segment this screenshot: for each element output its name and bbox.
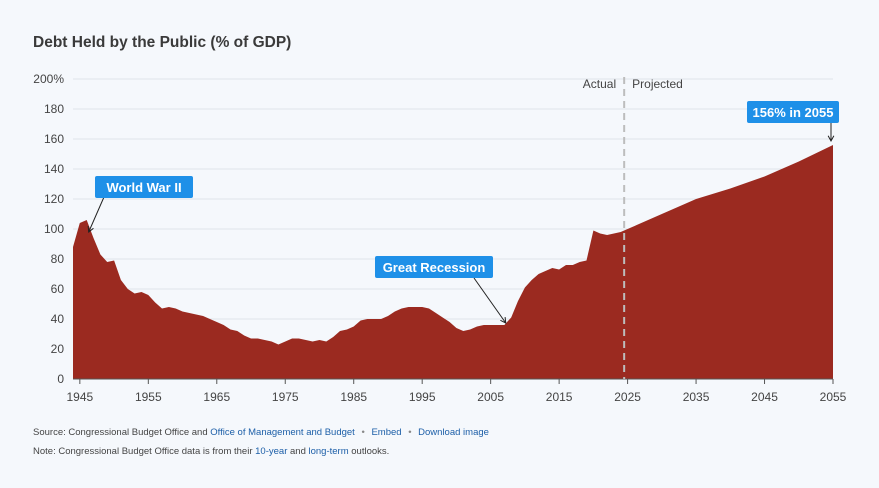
separator-dot-icon: • — [361, 427, 365, 438]
y-tick-label: 180 — [44, 102, 64, 116]
x-tick-label: 2055 — [820, 390, 847, 404]
y-tick-label: 120 — [44, 192, 64, 206]
note-suffix-text: outlooks. — [351, 446, 390, 457]
debt-area-series — [73, 145, 833, 379]
callout-box — [747, 101, 839, 123]
callout-arrow-line — [473, 277, 507, 324]
callout-arrow-icon — [500, 316, 507, 324]
callout-label: 156% in 2055 — [753, 105, 834, 120]
y-tick-label: 20 — [51, 342, 65, 356]
callout-arrow-icon — [827, 135, 835, 143]
y-tick-label: 140 — [44, 162, 64, 176]
callout-label: Great Recession — [383, 260, 486, 275]
callout-box — [95, 176, 193, 198]
separator-dot-icon: • — [408, 427, 412, 438]
y-tick-label: 80 — [51, 252, 65, 266]
x-tick-label: 1995 — [409, 390, 436, 404]
callout-label: World War II — [106, 180, 181, 195]
x-tick-label: 2015 — [546, 390, 573, 404]
callout-box — [375, 256, 493, 278]
x-tick-label: 2025 — [614, 390, 641, 404]
source-text: Source: Congressional Budget Office and — [33, 427, 208, 438]
footer-note: Note: Congressional Budget Office data i… — [33, 446, 389, 457]
x-tick-label: 2005 — [477, 390, 504, 404]
y-tick-label: 160 — [44, 132, 64, 146]
callout-arrow-line — [88, 196, 105, 233]
y-tick-label: 60 — [51, 282, 65, 296]
y-tick-label: 100 — [44, 222, 64, 236]
long-term-link[interactable]: long-term — [308, 446, 349, 457]
projected-label: Projected — [632, 77, 683, 91]
y-tick-label: 0 — [57, 372, 64, 386]
x-tick-label: 1965 — [203, 390, 230, 404]
x-tick-label: 2045 — [751, 390, 778, 404]
x-tick-label: 1945 — [66, 390, 93, 404]
x-tick-label: 1985 — [340, 390, 367, 404]
note-and-text: and — [290, 446, 306, 457]
y-tick-label: 200% — [33, 72, 64, 86]
omb-link[interactable]: Office of Management and Budget — [210, 427, 355, 438]
footer-source: Source: Congressional Budget Office and … — [33, 427, 489, 438]
ten-year-link[interactable]: 10-year — [255, 446, 288, 457]
chart-title: Debt Held by the Public (% of GDP) — [33, 34, 292, 51]
x-tick-label: 1955 — [135, 390, 162, 404]
x-tick-label: 1975 — [272, 390, 299, 404]
y-tick-label: 40 — [51, 312, 65, 326]
note-text: Note: Congressional Budget Office data i… — [33, 446, 253, 457]
download-image-link[interactable]: Download image — [418, 427, 489, 438]
callout-arrow-icon — [87, 225, 94, 233]
actual-label: Actual — [583, 77, 616, 91]
embed-link[interactable]: Embed — [371, 427, 402, 438]
x-tick-label: 2035 — [683, 390, 710, 404]
